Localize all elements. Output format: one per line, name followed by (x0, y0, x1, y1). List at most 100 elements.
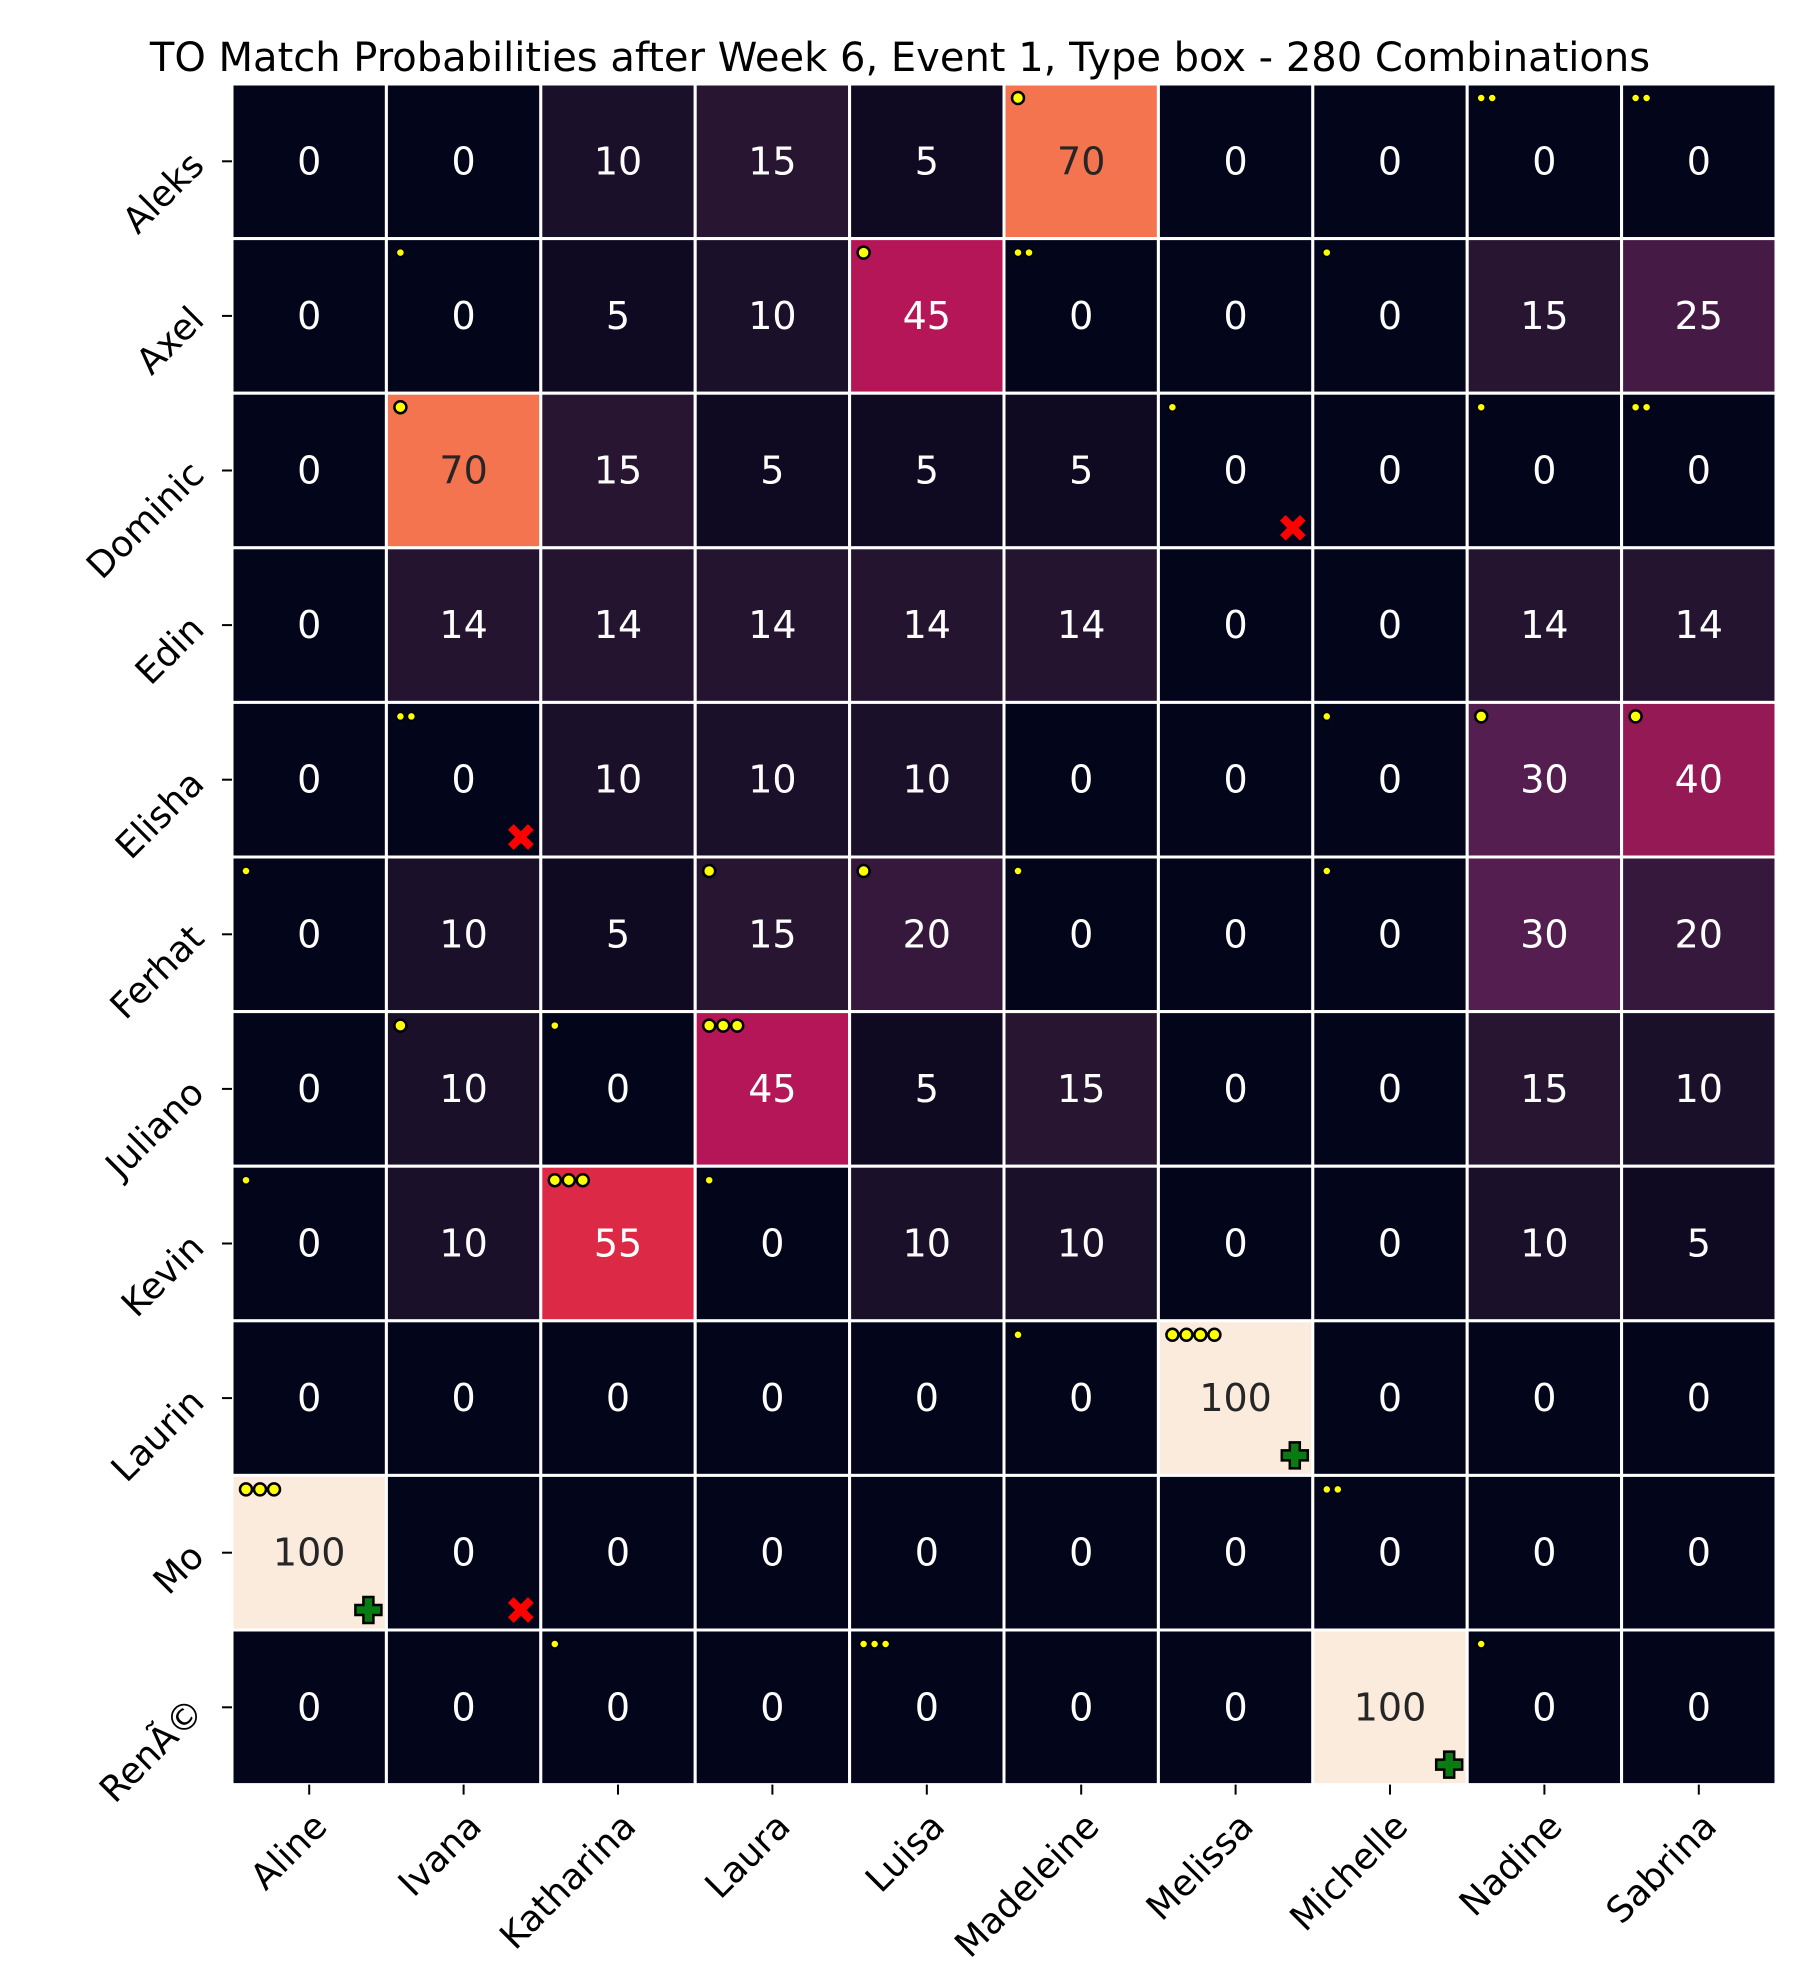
heatmap-cell (848, 1628, 1006, 1787)
y-tick-label: Kevin (114, 1227, 212, 1325)
cell-value-label: 100 (1199, 1376, 1272, 1420)
dot-marker (1013, 247, 1023, 258)
heatmap-cell (1465, 1319, 1624, 1477)
heatmap-cell (1311, 1164, 1469, 1323)
cell-value-label: 0 (606, 1531, 630, 1575)
dot-marker (575, 1172, 591, 1188)
cell-value-label: 0 (1687, 139, 1711, 183)
heatmap-cell (384, 1164, 543, 1323)
cell-value-label: 0 (297, 603, 321, 647)
dot-marker (1179, 1327, 1194, 1343)
heatmap-cell (1311, 1010, 1469, 1168)
heatmap-cell (1620, 700, 1778, 859)
cell-value-label: 0 (1687, 1376, 1711, 1420)
heatmap-cell (1465, 1010, 1624, 1168)
heatmap-cell (693, 1010, 852, 1168)
perfect-match-marker (1280, 1441, 1310, 1470)
heatmap-cell (693, 1628, 852, 1787)
cell-value-label: 5 (760, 449, 784, 493)
heatmap-cell (230, 546, 388, 704)
cell-value-label: 0 (1687, 1531, 1711, 1575)
cell-value-label: 14 (594, 603, 642, 647)
cell-value-label: 10 (439, 912, 487, 956)
cell-value-label: 45 (748, 1067, 796, 1111)
y-tick-label: Ferhat (103, 918, 213, 1028)
dot-marker (1013, 1330, 1023, 1340)
y-tick-label: Aleks (115, 145, 212, 242)
cell-value-label: 0 (297, 1685, 321, 1729)
cell-value-label: 10 (594, 758, 642, 802)
heatmap-cell (539, 1628, 697, 1787)
cell-value-label: 0 (1224, 139, 1248, 183)
cell-value-label: 0 (297, 912, 321, 956)
cell-value-label: 0 (606, 1685, 630, 1729)
heatmap-cell (1620, 1473, 1778, 1632)
heatmap-cell (1620, 391, 1778, 550)
cell-value-label: 10 (439, 1067, 487, 1111)
cell-value-label: 0 (1069, 1685, 1093, 1729)
heatmap-cell (1465, 700, 1624, 859)
cell-value-label: 0 (1687, 1685, 1711, 1729)
dot-marker (1333, 1484, 1343, 1495)
heatmap-cell (230, 855, 388, 1014)
cell-value-label: 40 (1675, 758, 1723, 802)
cell-value-label: 14 (1520, 603, 1568, 647)
dot-marker (1476, 93, 1486, 103)
cell-value-label: 15 (748, 912, 796, 956)
cell-value-label: 15 (1520, 1067, 1568, 1111)
heatmap-cell (1620, 82, 1778, 241)
heatmap-cell (1465, 855, 1624, 1014)
cell-value-label: 0 (1532, 449, 1556, 493)
cell-value-label: 14 (903, 603, 951, 647)
heatmap-cell (1311, 1473, 1469, 1632)
dot-marker (880, 1639, 891, 1649)
dot-marker (1641, 402, 1652, 412)
heatmap-cell (848, 1473, 1006, 1632)
dot-marker (1024, 247, 1034, 258)
dot-marker (561, 1172, 577, 1188)
heatmap-cell (1311, 391, 1469, 550)
dot-marker (701, 863, 717, 879)
cell-value-label: 0 (297, 1376, 321, 1420)
heatmap-cell (848, 391, 1006, 550)
heatmap-cell (539, 82, 697, 241)
cell-value-label: 0 (1687, 449, 1711, 493)
cell-value-label: 0 (1378, 139, 1402, 183)
heatmap-cell (1620, 1164, 1778, 1323)
cell-value-label: 0 (1224, 603, 1248, 647)
heatmap-cell (1002, 546, 1160, 704)
cell-value-label: 0 (760, 1531, 784, 1575)
no-match-marker (507, 824, 534, 850)
y-axis: Aleks Axel Dominic Edin Elisha Ferhat Juliano K… (79, 145, 232, 1811)
dot-marker (1322, 1484, 1332, 1495)
heatmap-cell (1156, 1628, 1315, 1787)
cell-value-label: 10 (1520, 1222, 1568, 1266)
x-tick-label: Madeleine (947, 1806, 1107, 1966)
cell-value-label: 14 (748, 603, 796, 647)
x-tick-label: Melissa (1139, 1806, 1262, 1929)
heatmap-cell (1311, 1319, 1469, 1477)
dot-marker (1322, 711, 1332, 722)
perfect-match-marker (354, 1595, 383, 1625)
heatmap-cell (1156, 1010, 1315, 1168)
heatmap-cell (1620, 546, 1778, 704)
dot-marker (547, 1172, 563, 1188)
cell-value-label: 0 (1532, 1531, 1556, 1575)
heatmap-cell (693, 855, 852, 1014)
heatmap-cell (1311, 237, 1469, 395)
cell-value-label: 0 (1224, 758, 1248, 802)
heatmap-cell (230, 1010, 388, 1168)
dot-marker (1322, 247, 1332, 258)
cell-value-label: 0 (1224, 1685, 1248, 1729)
no-match-marker (1279, 514, 1306, 541)
dot-marker (701, 1018, 717, 1033)
heatmap-cell (848, 700, 1006, 859)
cell-value-label: 0 (1378, 294, 1402, 338)
dot-marker (1476, 1639, 1486, 1649)
dot-marker (869, 1639, 880, 1649)
heatmap-cell (1156, 546, 1315, 704)
cell-value-label: 0 (297, 1222, 321, 1266)
heatmap-cell (1311, 700, 1469, 859)
heatmap-cell (693, 237, 852, 395)
x-tick-label: Michelle (1283, 1806, 1417, 1940)
